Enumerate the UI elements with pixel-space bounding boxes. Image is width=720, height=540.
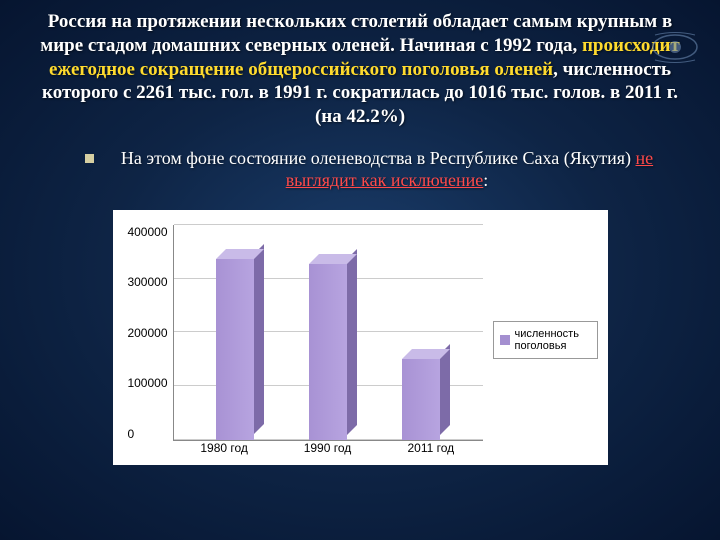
ytick-label: 100000 xyxy=(127,376,167,390)
bar xyxy=(296,264,361,440)
x-axis: 1980 год 1990 год 2011 год xyxy=(123,441,483,455)
xtick-label: 2011 год xyxy=(398,441,463,455)
chart: 400000 300000 200000 100000 0 1980 год 1990 г… xyxy=(123,225,598,455)
plot-area xyxy=(173,225,483,441)
ytick-label: 0 xyxy=(127,427,167,441)
title-part1: Россия на протяжении нескольких столетий… xyxy=(40,11,672,56)
legend: численность поголовья xyxy=(483,225,598,455)
ytick-label: 200000 xyxy=(127,326,167,340)
ytick-label: 300000 xyxy=(127,275,167,289)
xtick-label: 1990 год xyxy=(295,441,360,455)
bullet-icon xyxy=(85,154,94,163)
bar xyxy=(203,259,268,439)
bar xyxy=(389,359,454,440)
xtick-label: 1980 год xyxy=(192,441,257,455)
bullet-row: На этом фоне состояние оленеводства в Ре… xyxy=(85,147,660,192)
subtext-part2: : xyxy=(483,170,488,190)
ytick-label: 400000 xyxy=(127,225,167,239)
y-axis: 400000 300000 200000 100000 0 xyxy=(123,225,173,441)
legend-swatch xyxy=(500,335,510,345)
legend-box: численность поголовья xyxy=(493,321,598,359)
grid-line xyxy=(174,224,483,225)
legend-label: численность поголовья xyxy=(515,328,591,352)
chart-container: 400000 300000 200000 100000 0 1980 год 1990 г… xyxy=(113,210,608,465)
subtext-part1: На этом фоне состояние оленеводства в Ре… xyxy=(121,148,636,168)
decorative-eye-icon xyxy=(650,30,700,65)
slide-title: Россия на протяжении нескольких столетий… xyxy=(0,0,720,129)
subtext: На этом фоне состояние оленеводства в Ре… xyxy=(114,147,660,192)
